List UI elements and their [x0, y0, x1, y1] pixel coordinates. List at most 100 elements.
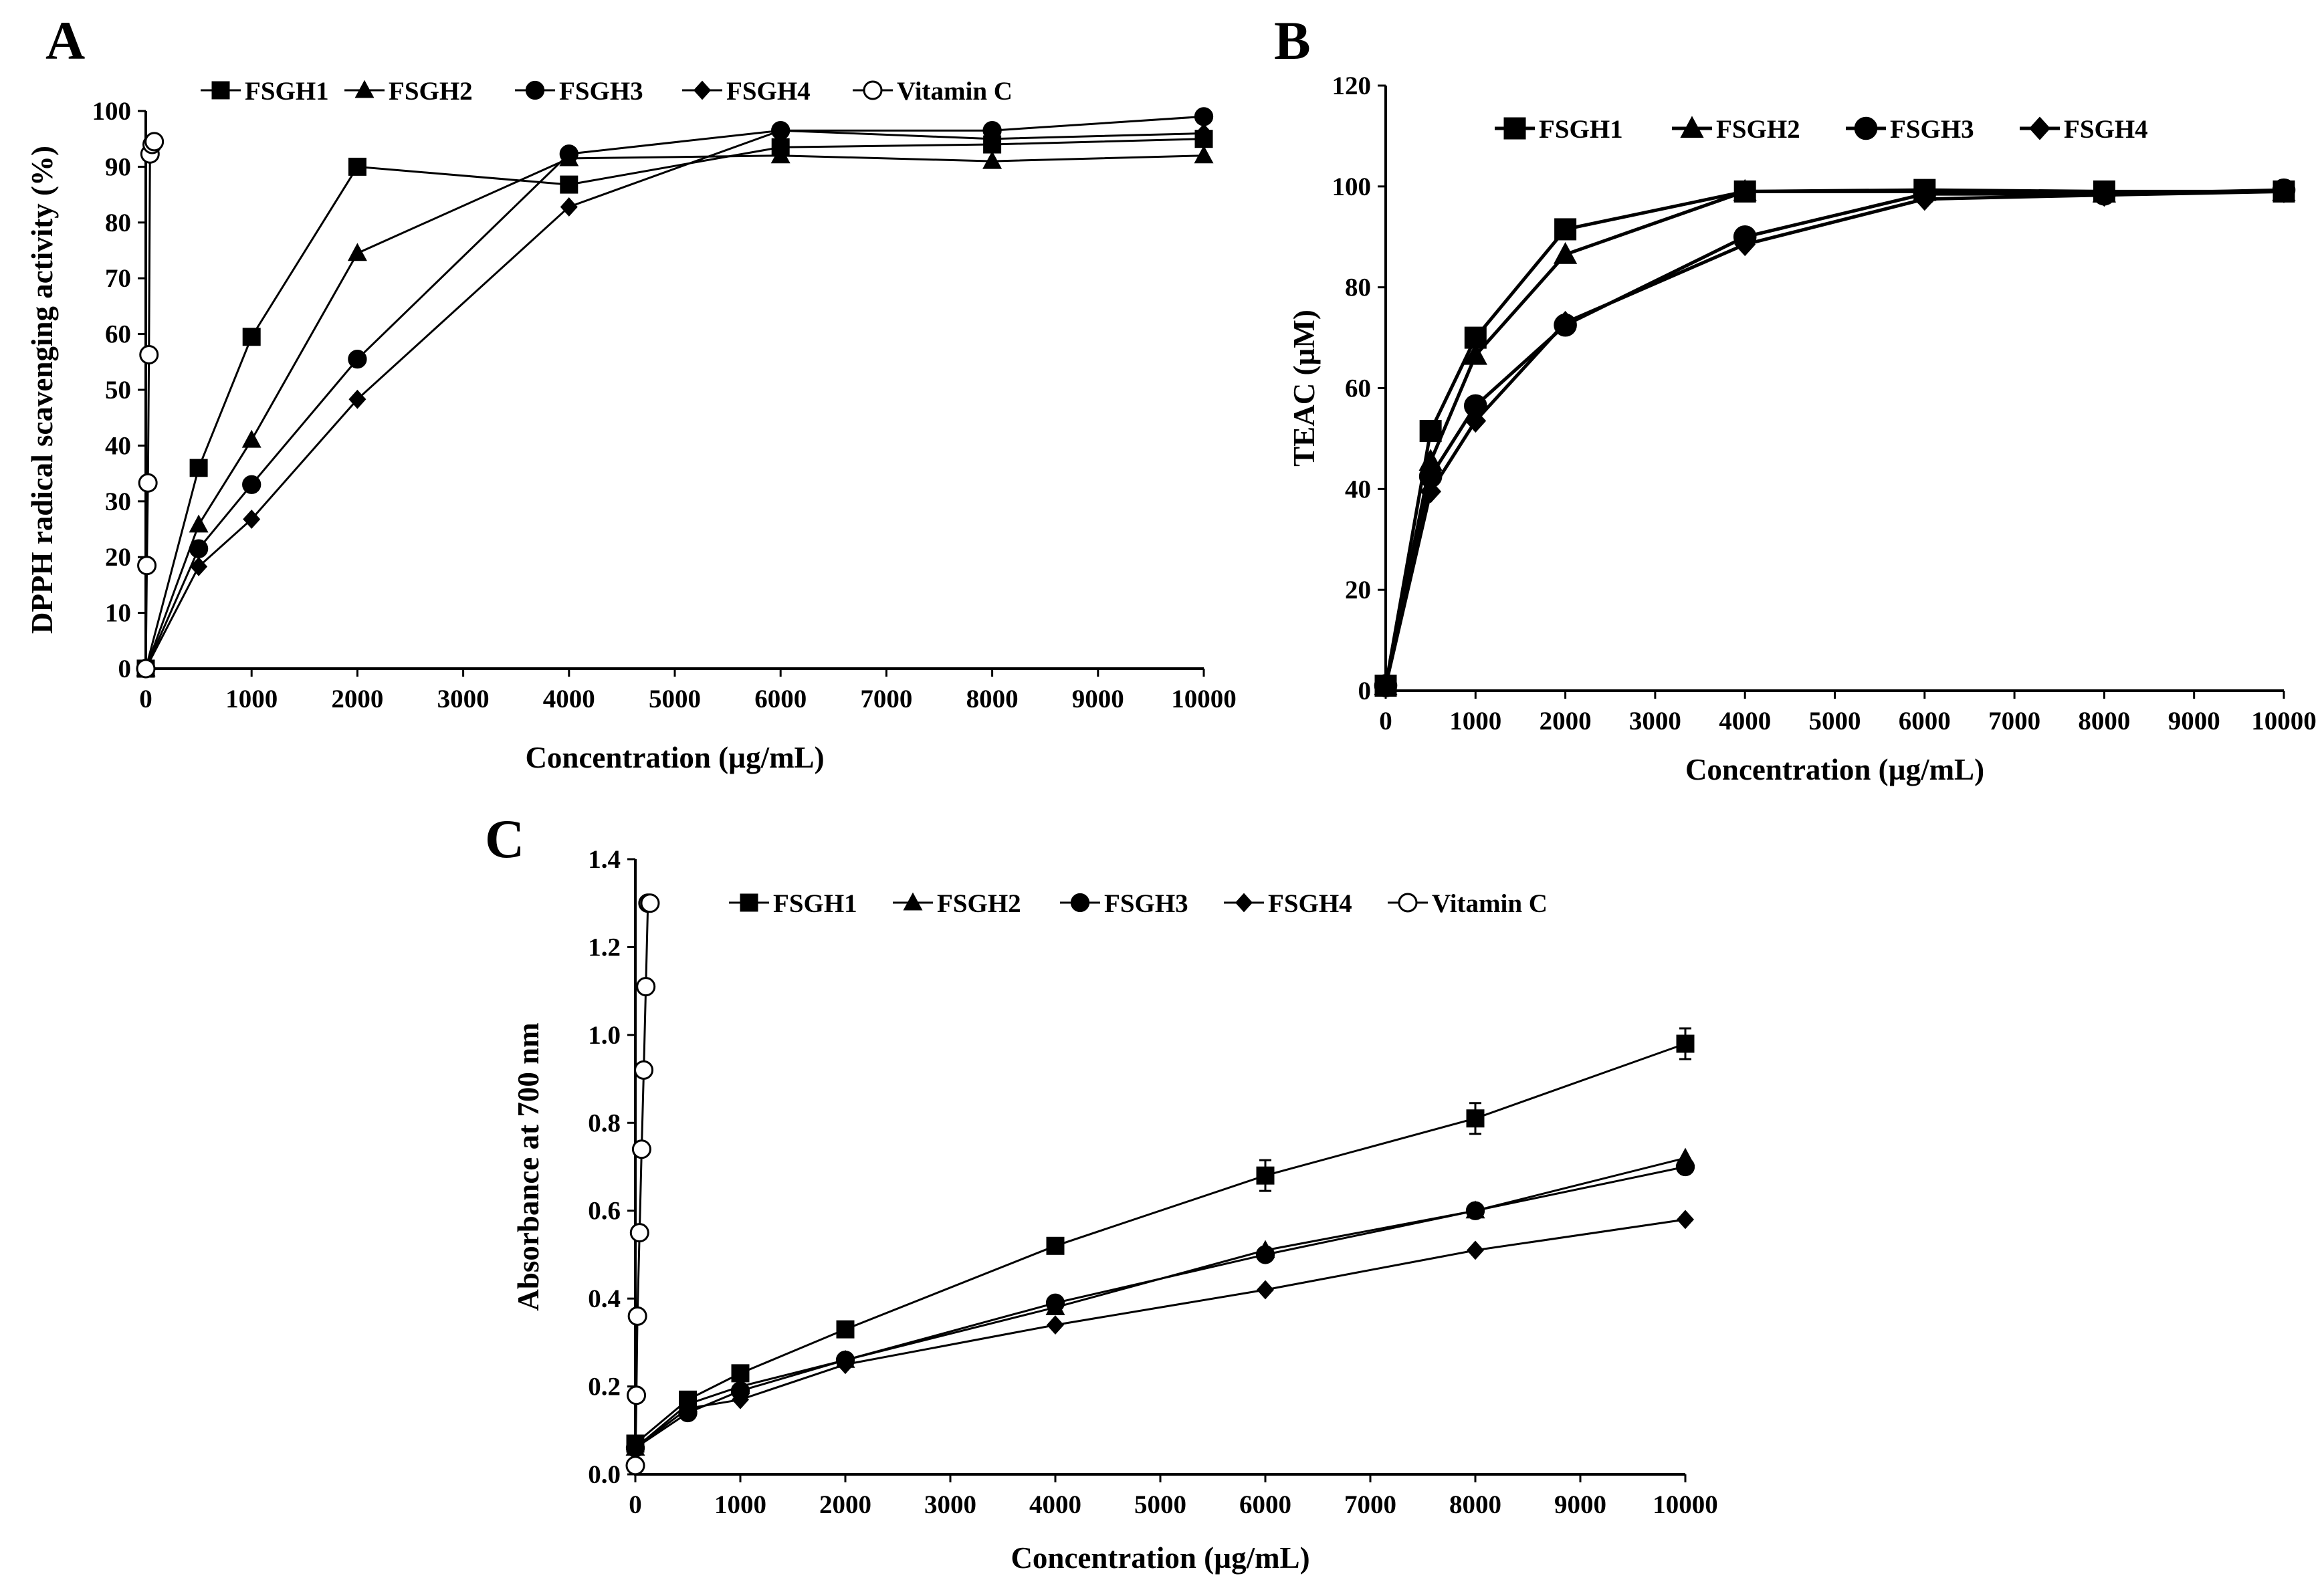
series-fsgh2 [1374, 179, 2296, 695]
data-point [347, 243, 367, 261]
y-tick-label: 90 [105, 152, 131, 181]
y-axis-title: DPPH radical scavenging activity (%) [25, 146, 59, 634]
x-tick-label: 3000 [437, 685, 490, 713]
series-line-fsgh3 [1384, 188, 2285, 687]
legend: FSGH1 FSGH2 FSGH3 FSGH4 Vitamin C [201, 77, 1013, 106]
data-point [1675, 1157, 1695, 1177]
legend-marker-fsgh1 [211, 81, 230, 100]
data-point [136, 659, 156, 679]
y-axis-title: TEAC (µM) [1287, 310, 1321, 467]
x-tick-label: 8000 [1449, 1490, 1501, 1519]
legend-label-fsgh4: FSGH4 [1268, 889, 1352, 918]
y-tick-label: 1.2 [588, 933, 621, 961]
y-tick-label: 0.4 [588, 1284, 621, 1313]
x-tick-label: 8000 [2078, 707, 2130, 735]
x-tick-label: 4000 [1719, 707, 1771, 735]
x-tick-label: 3000 [924, 1490, 976, 1519]
data-point [772, 120, 790, 140]
x-tick-label: 9000 [1072, 685, 1124, 713]
series-line-fsgh1 [635, 1042, 1686, 1445]
y-tick-label: 120 [1332, 72, 1372, 100]
legend: FSGH1 FSGH2 FSGH3 FSGH4 [1495, 115, 2148, 144]
x-axis-title: Concentration (µg/mL) [525, 741, 824, 774]
data-point [1734, 233, 1756, 257]
data-point [2273, 179, 2295, 203]
x-tick-label: 0 [629, 1490, 642, 1519]
data-point [1554, 218, 1577, 241]
data-point [1256, 1280, 1275, 1300]
y-tick-label: 80 [105, 209, 131, 237]
x-tick-label: 5000 [649, 685, 701, 713]
data-point [1913, 187, 1935, 211]
legend-label-fsgh4: FSGH4 [726, 77, 811, 106]
y-tick-label: 60 [105, 320, 131, 349]
x-tick-label: 4000 [543, 685, 595, 713]
y-tick-label: 0 [1358, 677, 1372, 705]
legend-label-fsgh1: FSGH1 [773, 889, 857, 918]
data-point [1046, 1315, 1065, 1335]
data-point [348, 157, 366, 176]
data-point [625, 1456, 645, 1476]
legend-marker-fsgh3 [525, 80, 545, 100]
data-point [190, 556, 208, 576]
y-tick-label: 0.6 [588, 1197, 621, 1226]
panel-letter-a: A [45, 10, 85, 71]
data-point [1465, 1201, 1485, 1220]
y-tick-label: 60 [1345, 374, 1371, 403]
series-fsgh4 [136, 120, 1213, 679]
data-point [1045, 1293, 1065, 1313]
y-tick-label: 1.0 [588, 1021, 621, 1050]
x-tick-label: 4000 [1029, 1490, 1081, 1519]
x-tick-label: 9000 [2168, 707, 2220, 735]
legend-marker-fsgh1 [1503, 117, 1526, 140]
data-point [1466, 1240, 1485, 1260]
y-tick-label: 10 [105, 599, 131, 628]
data-point [640, 893, 660, 913]
panel-c: C 0.0 0.2 0.4 0.6 0.8 1.0 1.2 1.4 0 1000 2000 3000 4… [485, 808, 1718, 1575]
series-line-fsgh1 [144, 138, 1204, 669]
data-point [627, 1306, 647, 1326]
series-vitamin-c [625, 893, 660, 1476]
data-point [560, 175, 578, 194]
x-tick-label: 2000 [1540, 707, 1592, 735]
series-line-fsgh4 [635, 1218, 1686, 1449]
y-tick-label: 0 [118, 655, 132, 683]
y-tick-label: 0.2 [588, 1373, 621, 1401]
data-point [982, 150, 1002, 169]
x-tick-label: 2000 [819, 1490, 871, 1519]
data-point [2093, 183, 2115, 207]
data-point [1553, 241, 1578, 264]
x-tick-label: 1000 [1449, 707, 1501, 735]
x-tick-label: 1000 [225, 685, 278, 713]
series-line-fsgh4 [144, 129, 1204, 669]
data-point [139, 344, 159, 364]
x-tick-label: 0 [139, 685, 152, 713]
y-tick-label: 20 [1345, 576, 1371, 604]
y-tick-label: 40 [1345, 475, 1371, 503]
data-point [242, 475, 261, 494]
data-point [1733, 179, 1757, 201]
data-point [627, 1385, 647, 1405]
legend-label-fsgh4: FSGH4 [2064, 115, 2148, 144]
data-point [348, 349, 367, 369]
data-point [634, 1060, 654, 1080]
data-point [138, 473, 158, 493]
y-tick-label: 50 [105, 376, 131, 405]
legend-marker-fsgh2 [1680, 116, 1704, 138]
series-fsgh3 [1374, 178, 2296, 697]
legend-label-fsgh2: FSGH2 [389, 77, 473, 106]
x-tick-label: 6000 [1899, 707, 1951, 735]
x-tick-label: 10000 [1653, 1490, 1718, 1519]
data-point [836, 1355, 855, 1375]
axes [144, 111, 1204, 670]
x-tick-label: 10000 [2251, 707, 2317, 735]
data-point [1676, 1210, 1695, 1230]
data-point [770, 145, 790, 164]
legend-label-fsgh2: FSGH2 [1716, 115, 1800, 144]
data-point [679, 1399, 697, 1418]
data-point [189, 539, 209, 558]
y-tick-label: 20 [105, 543, 131, 572]
y-tick-label: 100 [92, 97, 132, 126]
